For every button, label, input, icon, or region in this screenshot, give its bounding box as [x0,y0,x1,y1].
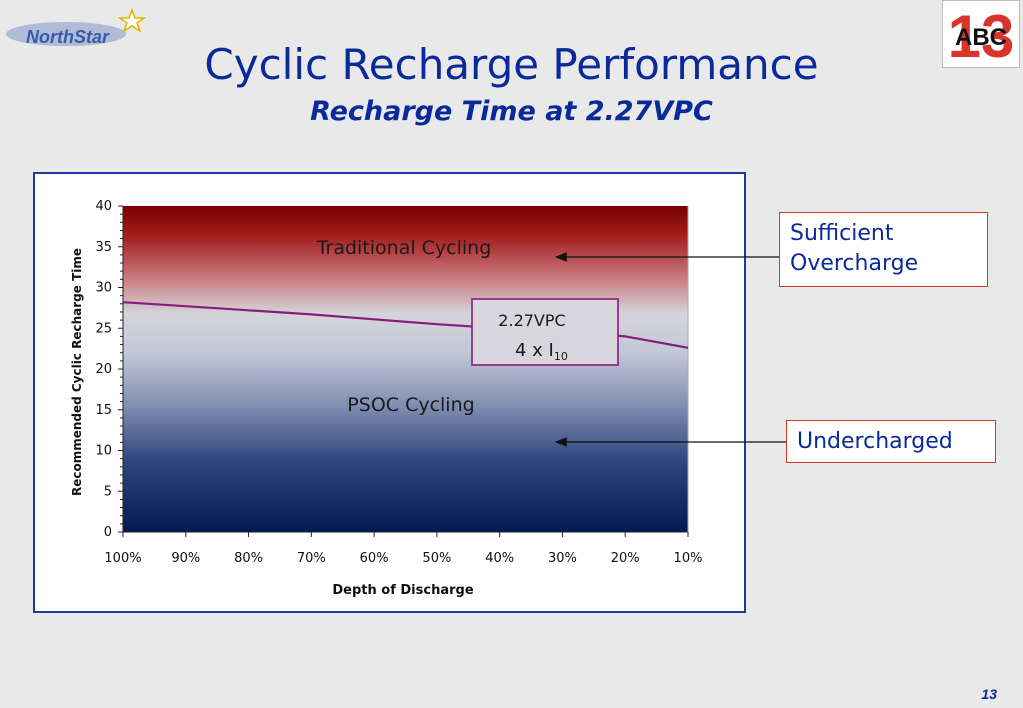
region-label-traditional: Traditional Cycling [316,237,492,259]
callout-sufficient-line1: Sufficient [790,221,894,246]
callout-undercharged: Undercharged [786,420,996,463]
logo-swoosh [6,22,126,46]
x-tick-label: 10% [674,551,703,566]
legend-voltage: 2.27VPC [498,311,565,330]
legend-box [471,298,619,366]
logo-text: NorthStar [26,27,110,47]
page-number: 13 [981,686,997,702]
x-tick-label: 80% [234,551,263,566]
y-tick-label: 30 [95,281,112,296]
recharge-chart: 0 5 10 15 20 25 30 35 40 100% 90% 80% 70% 60% 50% 40% 30… [70,199,702,598]
y-tick-label: 0 [104,525,112,540]
x-tick-label: 90% [171,551,200,566]
badge-text: ABC [955,24,1007,51]
y-tick-label: 15 [95,403,112,418]
x-tick-label: 100% [104,551,141,566]
x-tick-label: 30% [548,551,577,566]
y-tick-label: 25 [95,321,112,336]
y-axis-title: Recommended Cyclic Recharge Time [70,248,84,496]
region-label-psoc: PSOC Cycling [347,394,474,416]
page-subtitle: Recharge Time at 2.27VPC [310,96,713,127]
x-tick-label: 20% [611,551,640,566]
page-title: Cyclic Recharge Performance [204,40,819,89]
tick-labels: 0 5 10 15 20 25 30 35 40 100% 90% 80% 70% 60% 50% 40% 30… [95,199,702,566]
axes [118,205,689,537]
northstar-logo: NorthStar [4,6,154,52]
x-tick-label: 40% [485,551,514,566]
x-tick-label: 60% [360,551,389,566]
y-tick-label: 20 [95,362,112,377]
badge-number: 13 [948,3,1015,67]
legend-current: 4 x I10 [515,340,568,363]
callout-sufficient-line2: Overcharge [790,250,919,276]
y-tick-label: 35 [95,240,112,255]
plot-area [123,206,688,532]
legend-current-main: 4 x I [515,340,554,361]
y-tick-label: 5 [104,484,112,499]
callout-undercharged-text: Undercharged [797,429,953,454]
x-axis-title: Depth of Discharge [332,583,473,598]
y-tick-label: 10 [95,444,112,459]
y-tick-label: 40 [95,199,112,214]
chart-frame: 0 5 10 15 20 25 30 35 40 100% 90% 80% 70% 60% 50% 40% 30… [33,172,746,613]
abc-13-badge: 13 ABC [942,0,1020,70]
x-tick-label: 70% [297,551,326,566]
callout-sufficient-overcharge: Sufficient Overcharge [779,212,988,287]
legend-current-sub: 10 [554,350,568,363]
star-icon [117,7,147,33]
x-tick-label: 50% [422,551,451,566]
